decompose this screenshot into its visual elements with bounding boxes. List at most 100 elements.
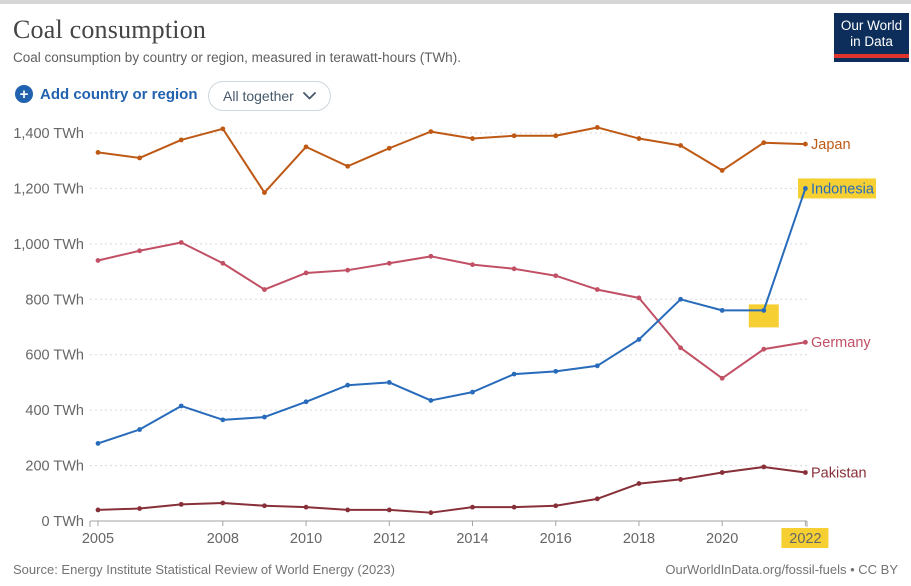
data-point-pakistan[interactable] — [345, 507, 351, 513]
data-point-germany[interactable] — [428, 253, 434, 259]
data-point-germany[interactable] — [594, 287, 600, 292]
series-line-germany[interactable] — [97, 241, 807, 380]
data-point-germany[interactable] — [719, 375, 725, 381]
data-point-pakistan[interactable] — [137, 506, 143, 511]
data-point-germany[interactable] — [220, 260, 226, 266]
data-point-pakistan[interactable] — [386, 507, 392, 513]
data-point-japan[interactable] — [803, 141, 808, 147]
data-point-pakistan[interactable] — [220, 500, 226, 506]
data-point-japan[interactable] — [553, 133, 559, 139]
data-point-germany[interactable] — [137, 248, 143, 254]
data-point-japan[interactable] — [95, 150, 101, 155]
data-point-pakistan[interactable] — [303, 504, 309, 510]
data-point-indonesia[interactable] — [95, 441, 101, 446]
owid-logo-line2: in Data — [850, 34, 893, 49]
data-point-japan[interactable] — [428, 129, 434, 135]
data-point-pakistan[interactable] — [636, 481, 642, 486]
data-point-indonesia[interactable] — [761, 307, 767, 313]
data-point-germany[interactable] — [803, 339, 808, 345]
page-title: Coal consumption — [13, 15, 207, 44]
data-point-indonesia[interactable] — [386, 380, 392, 385]
data-point-indonesia[interactable] — [178, 403, 184, 409]
x-axis-tick-label: 2010 — [290, 531, 322, 547]
x-axis-tick-label: 2008 — [207, 531, 239, 547]
data-point-germany[interactable] — [511, 266, 517, 272]
data-point-germany[interactable] — [303, 270, 309, 276]
data-point-pakistan[interactable] — [95, 507, 101, 513]
data-point-japan[interactable] — [719, 168, 725, 173]
all-together-dropdown[interactable]: All together — [208, 81, 331, 111]
series-line-pakistan[interactable] — [97, 465, 807, 514]
data-point-indonesia[interactable] — [636, 337, 642, 342]
data-point-pakistan[interactable] — [511, 504, 517, 510]
data-point-indonesia[interactable] — [137, 427, 143, 432]
page-edge-strip — [0, 0, 911, 4]
y-axis-tick-label: 200 TWh — [25, 459, 84, 475]
data-point-germany[interactable] — [553, 273, 559, 279]
page-subtitle: Coal consumption by country or region, m… — [13, 50, 461, 65]
series-label-indonesia[interactable]: Indonesia — [811, 181, 875, 197]
data-point-japan[interactable] — [678, 143, 683, 148]
data-point-indonesia[interactable] — [553, 368, 559, 374]
data-point-indonesia[interactable] — [220, 417, 226, 423]
x-axis-tick-label: 2018 — [623, 531, 655, 547]
data-point-pakistan[interactable] — [262, 503, 267, 509]
attribution-link[interactable]: OurWorldInData.org/fossil-fuels • CC BY — [665, 562, 898, 577]
data-point-germany[interactable] — [345, 267, 351, 273]
data-point-indonesia[interactable] — [511, 371, 517, 377]
plus-circle-icon: + — [15, 85, 33, 103]
data-point-germany[interactable] — [636, 295, 642, 301]
x-axis-tick-label: 2022 — [789, 531, 821, 547]
data-point-pakistan[interactable] — [594, 496, 600, 502]
data-point-germany[interactable] — [386, 260, 392, 266]
series-label-japan[interactable]: Japan — [811, 137, 851, 153]
series-label-germany[interactable]: Germany — [811, 335, 871, 351]
data-point-indonesia[interactable] — [303, 399, 309, 405]
data-point-germany[interactable] — [761, 346, 767, 352]
data-point-pakistan[interactable] — [553, 503, 559, 509]
data-point-pakistan[interactable] — [428, 510, 434, 516]
data-point-indonesia[interactable] — [803, 186, 808, 191]
data-point-pakistan[interactable] — [719, 470, 725, 475]
data-point-japan[interactable] — [178, 137, 184, 143]
data-point-pakistan[interactable] — [761, 464, 767, 470]
data-point-pakistan[interactable] — [470, 504, 475, 510]
data-point-japan[interactable] — [594, 125, 600, 130]
x-axis-tick-label: 2016 — [540, 531, 572, 547]
data-point-indonesia[interactable] — [470, 389, 475, 395]
data-point-germany[interactable] — [678, 345, 683, 351]
series-line-japan[interactable] — [97, 126, 807, 194]
data-point-japan[interactable] — [761, 140, 767, 146]
add-country-button[interactable]: + Add country or region — [15, 85, 198, 103]
data-point-germany[interactable] — [95, 258, 101, 263]
data-point-pakistan[interactable] — [803, 470, 808, 475]
data-point-japan[interactable] — [345, 163, 351, 169]
series-label-highlight — [798, 178, 876, 199]
data-point-indonesia[interactable] — [262, 414, 267, 420]
series-label-pakistan[interactable]: Pakistan — [811, 466, 867, 482]
data-point-japan[interactable] — [262, 190, 267, 195]
data-point-japan[interactable] — [470, 136, 475, 141]
y-axis-tick-label: 1,000 TWh — [13, 237, 84, 253]
data-point-indonesia[interactable] — [678, 296, 683, 302]
data-point-japan[interactable] — [636, 136, 642, 141]
data-point-japan[interactable] — [511, 133, 517, 139]
y-axis-tick-label: 0 TWh — [42, 514, 84, 530]
data-point-japan[interactable] — [220, 126, 226, 132]
data-point-japan[interactable] — [137, 155, 143, 161]
series-line-indonesia[interactable] — [97, 187, 807, 445]
data-point-japan[interactable] — [303, 144, 309, 150]
data-point-germany[interactable] — [178, 240, 184, 245]
data-point-pakistan[interactable] — [178, 501, 184, 507]
x-axis-tick-label: 2020 — [706, 531, 738, 547]
data-point-germany[interactable] — [262, 287, 267, 292]
owid-logo[interactable]: Our World in Data — [834, 13, 909, 62]
data-point-germany[interactable] — [470, 262, 475, 268]
data-point-japan[interactable] — [386, 145, 392, 151]
data-point-indonesia[interactable] — [345, 382, 351, 388]
data-point-indonesia[interactable] — [719, 307, 725, 313]
data-point-pakistan[interactable] — [678, 477, 683, 482]
data-point-indonesia[interactable] — [594, 363, 600, 369]
data-point-indonesia[interactable] — [428, 398, 434, 403]
